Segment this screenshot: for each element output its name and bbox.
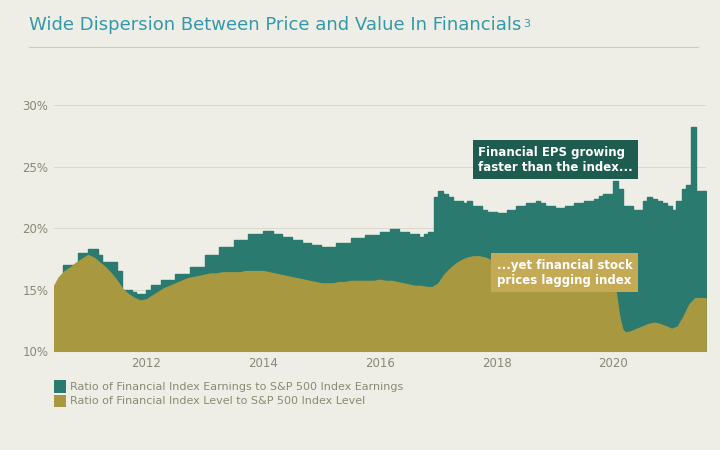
Text: 3: 3	[523, 19, 530, 29]
Text: Ratio of Financial Index Earnings to S&P 500 Index Earnings: Ratio of Financial Index Earnings to S&P…	[70, 382, 403, 392]
Text: ...yet financial stock
prices lagging index: ...yet financial stock prices lagging in…	[497, 259, 632, 287]
Text: Financial EPS growing
faster than the index...: Financial EPS growing faster than the in…	[478, 146, 633, 174]
Text: Wide Dispersion Between Price and Value In Financials: Wide Dispersion Between Price and Value …	[29, 16, 521, 34]
Text: Ratio of Financial Index Level to S&P 500 Index Level: Ratio of Financial Index Level to S&P 50…	[70, 396, 365, 406]
